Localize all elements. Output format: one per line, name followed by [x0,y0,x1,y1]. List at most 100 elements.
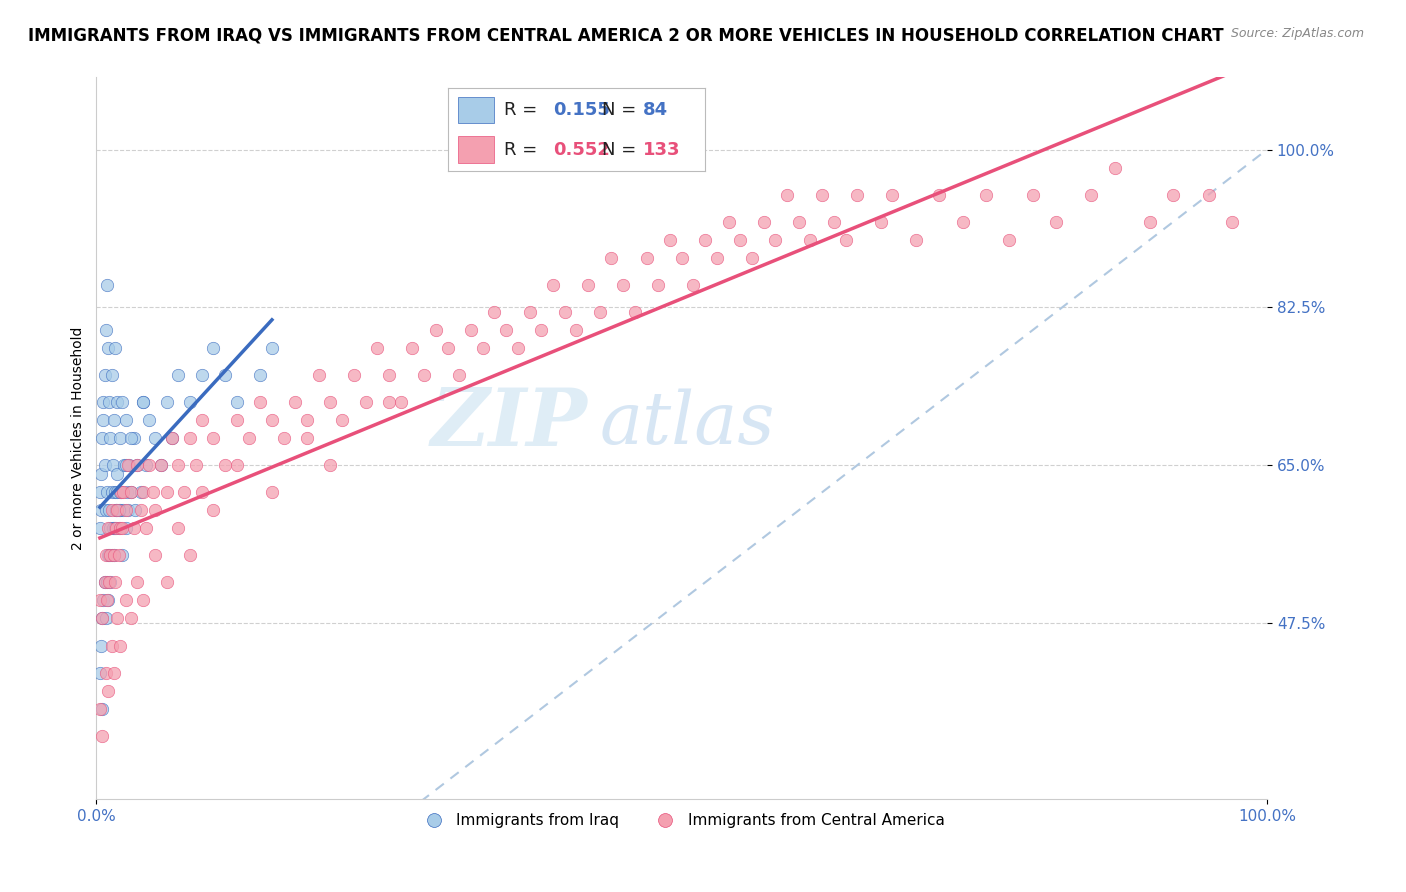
Point [143,431,166,445]
Point [378,368,401,382]
Point [104,575,127,590]
Point [91,611,114,625]
Point [104,341,127,355]
Point [124,503,146,517]
Point [114,413,136,427]
Point [741,251,763,265]
Point [112,485,135,500]
Point [179,549,201,563]
Point [149,458,172,473]
Point [110,485,132,500]
Point [260,341,283,355]
Point [787,215,810,229]
Point [389,395,412,409]
Point [103,549,125,563]
Point [91,729,114,743]
Point [96,593,118,607]
Point [1163,187,1185,202]
Point [94,549,117,563]
Point [1198,187,1220,202]
Point [122,521,145,535]
Point [846,187,869,202]
Point [132,485,155,500]
Point [138,413,160,427]
Point [811,187,834,202]
Point [763,233,786,247]
Point [97,683,120,698]
Point [506,341,529,355]
Point [295,431,318,445]
Point [98,503,121,517]
Text: IMMIGRANTS FROM IRAQ VS IMMIGRANTS FROM CENTRAL AMERICA 2 OR MORE VEHICLES IN HO: IMMIGRANTS FROM IRAQ VS IMMIGRANTS FROM … [28,27,1223,45]
Point [776,187,799,202]
Text: Source: ZipAtlas.com: Source: ZipAtlas.com [1230,27,1364,40]
Point [90,467,112,482]
Point [706,251,728,265]
Point [882,187,904,202]
Point [89,593,111,607]
Point [100,549,122,563]
Point [89,665,111,680]
Point [952,215,974,229]
Point [143,549,166,563]
Point [107,485,129,500]
Point [202,431,225,445]
Point [401,341,423,355]
Point [998,233,1021,247]
Point [100,549,122,563]
Point [138,458,160,473]
Point [98,549,121,563]
Point [460,323,482,337]
Point [273,431,295,445]
Point [97,549,120,563]
Point [97,521,120,535]
Point [93,368,115,382]
Point [132,395,155,409]
Point [97,593,120,607]
Point [260,485,283,500]
Point [238,431,260,445]
Text: ZIP: ZIP [432,385,588,462]
Point [1022,187,1045,202]
Point [354,395,377,409]
Point [108,639,131,653]
Point [91,611,114,625]
Point [167,368,190,382]
Point [495,323,517,337]
Point [89,485,111,500]
Point [974,187,997,202]
Point [167,521,190,535]
Point [1080,187,1102,202]
Point [108,431,131,445]
Point [190,413,212,427]
Point [554,305,576,319]
Point [118,458,141,473]
Point [190,368,212,382]
Point [249,395,271,409]
Point [134,521,156,535]
Point [155,485,177,500]
Point [659,233,682,247]
Point [308,368,330,382]
Text: atlas: atlas [600,388,775,459]
Point [100,575,122,590]
Point [162,431,184,445]
Point [94,611,117,625]
Point [155,575,177,590]
Point [98,575,121,590]
Point [134,458,156,473]
Point [103,413,125,427]
Point [117,503,139,517]
Point [105,521,128,535]
Point [114,503,136,517]
Point [111,521,134,535]
Point [202,503,225,517]
Point [111,549,134,563]
Point [93,395,115,409]
Point [647,277,669,292]
Point [799,233,821,247]
Point [114,521,136,535]
Point [823,215,845,229]
Point [100,368,122,382]
Point [108,485,131,500]
